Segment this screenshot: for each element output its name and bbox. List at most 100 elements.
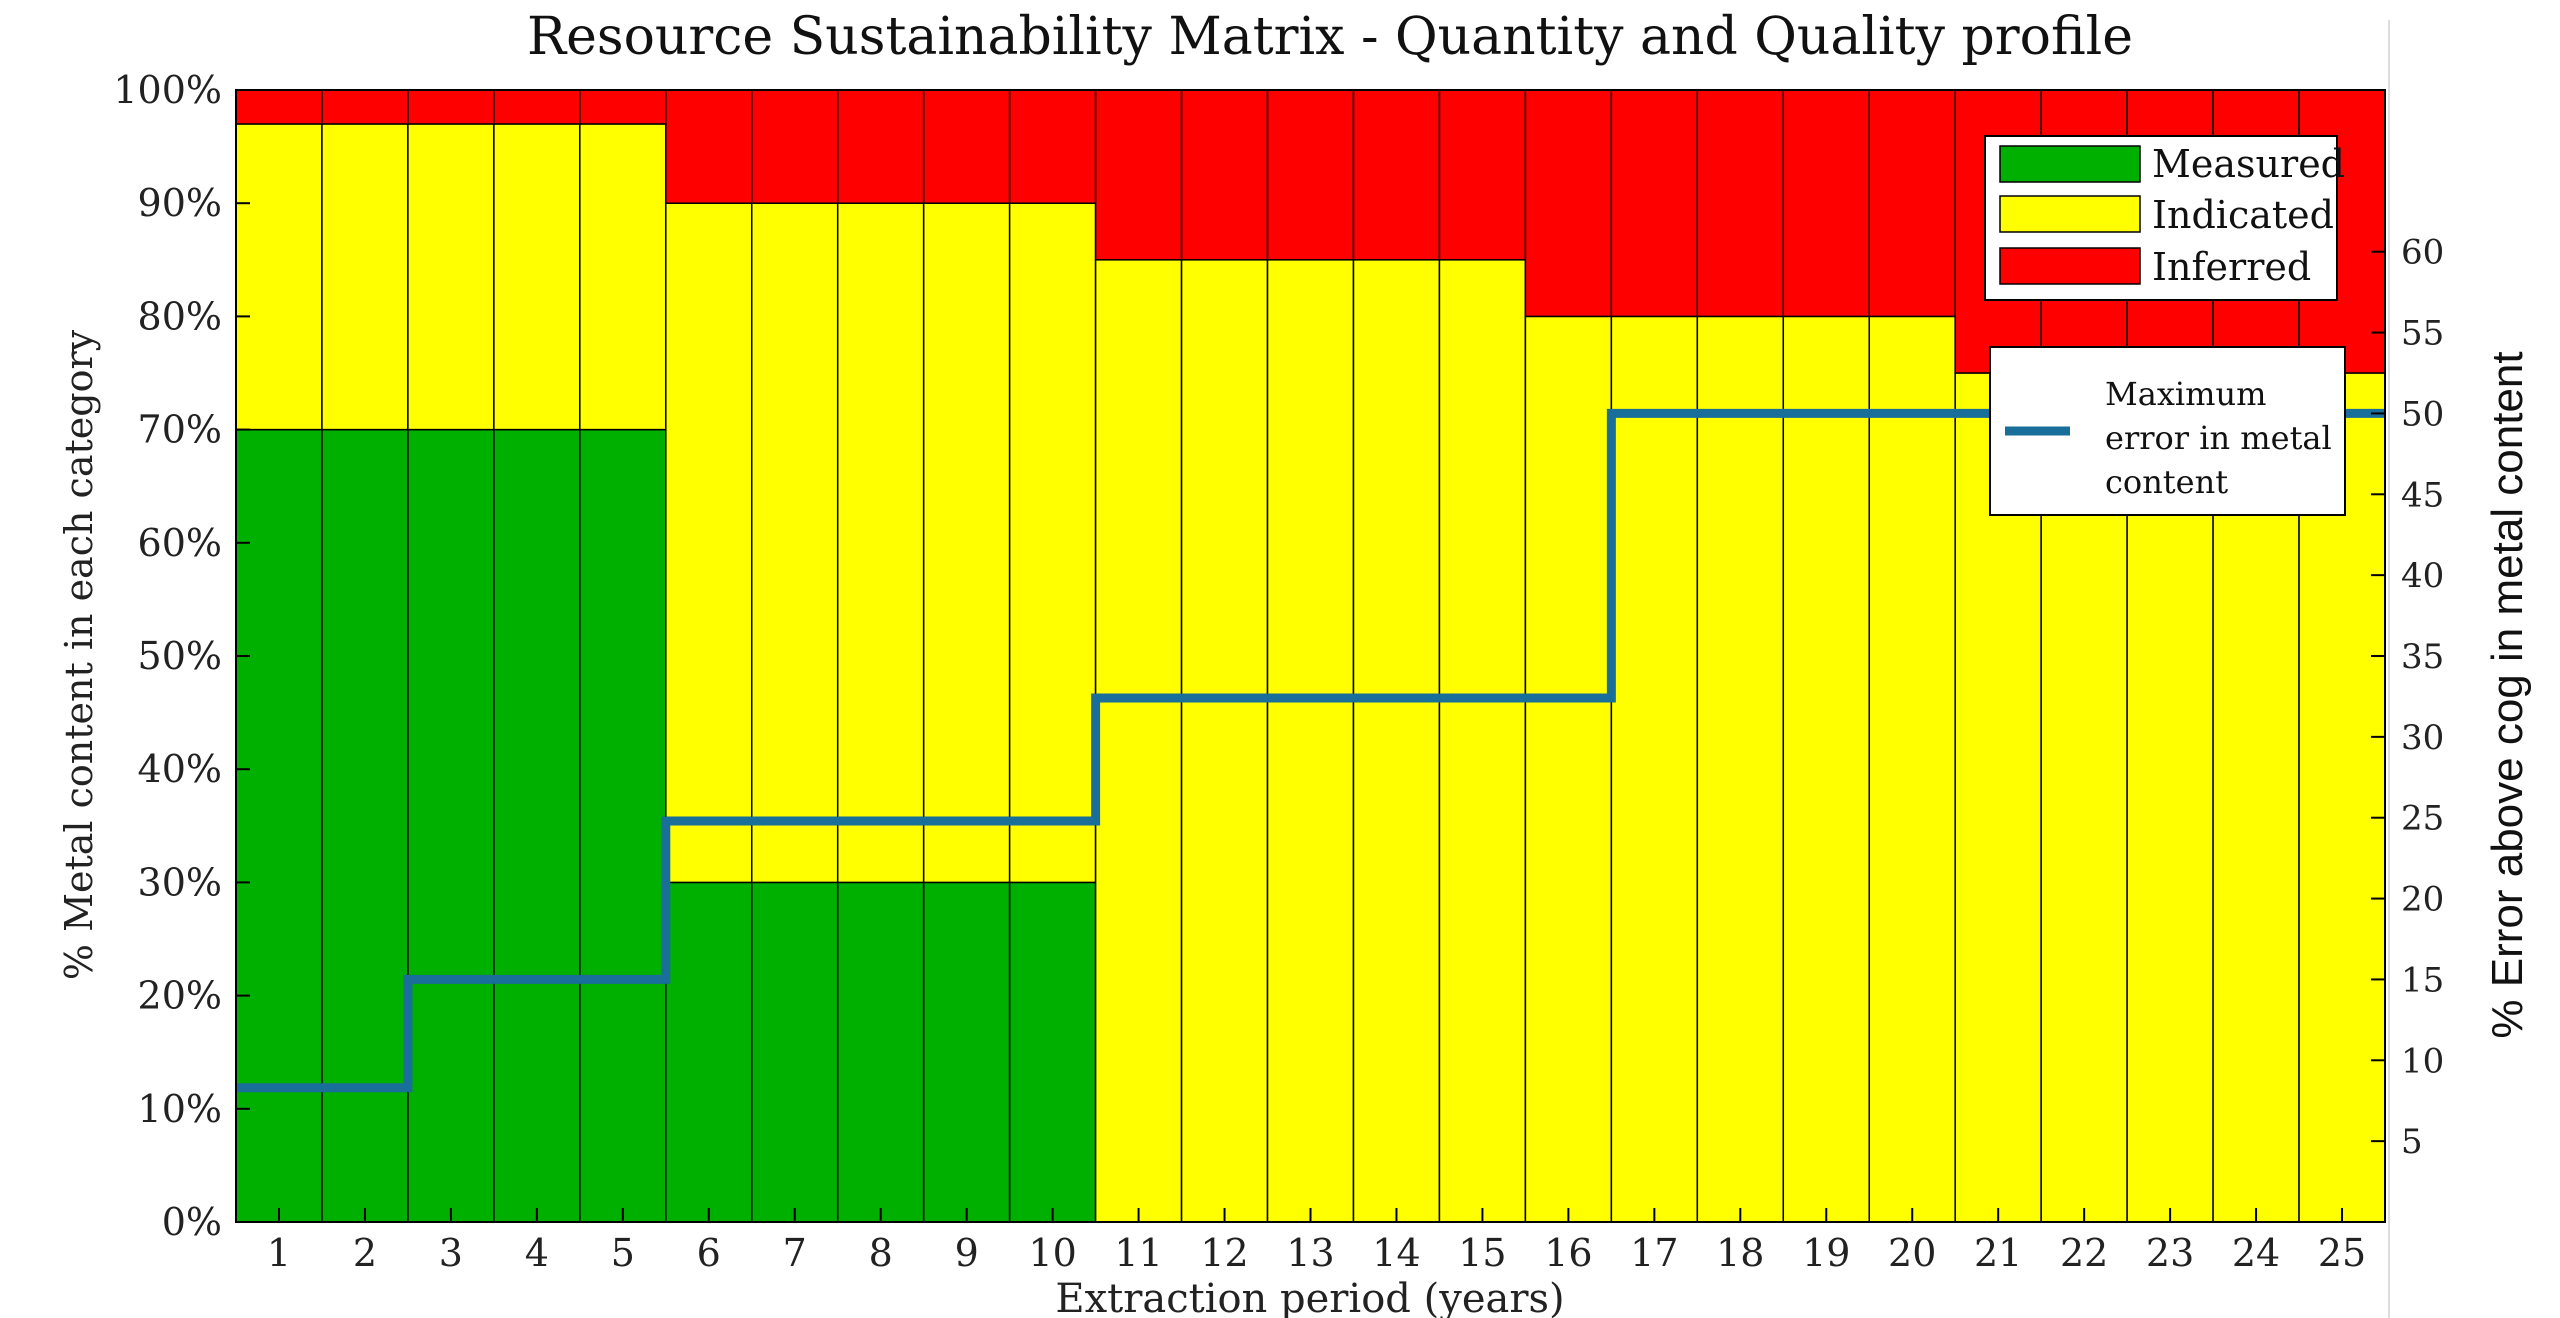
bar-indicated-20 bbox=[1868, 315, 1956, 1223]
bar-indicated-8 bbox=[836, 202, 925, 884]
x-tick-label: 12 bbox=[1200, 1231, 1248, 1275]
x-tick-label: 6 bbox=[697, 1231, 721, 1275]
x-tick-label: 18 bbox=[1716, 1231, 1764, 1275]
x-tick-label: 5 bbox=[611, 1231, 635, 1275]
line-legend: Maximum error in metal content bbox=[1989, 346, 2346, 516]
bar-inferred-7 bbox=[751, 89, 839, 204]
bar-indicated-16 bbox=[1524, 315, 1613, 1223]
y-tick-label: 50% bbox=[138, 634, 222, 678]
x-tick-label: 23 bbox=[2146, 1231, 2194, 1275]
stacked-bars bbox=[235, 89, 2386, 1223]
y-tick-label: 40% bbox=[138, 747, 222, 791]
x-tick-label: 9 bbox=[955, 1231, 979, 1275]
error-line-layer bbox=[236, 408, 2385, 1093]
x-tick-label: 11 bbox=[1114, 1231, 1162, 1275]
legend-swatch-inferred bbox=[1999, 247, 2141, 285]
category-legend: Measured Indicated Inferred bbox=[1984, 135, 2345, 301]
y-tick-label: 100% bbox=[113, 68, 222, 112]
y-right-tick-label: 50 bbox=[2401, 394, 2444, 434]
y-right-tick-label: 35 bbox=[2401, 637, 2444, 677]
y-tick-label: 70% bbox=[138, 408, 222, 452]
x-tick-label: 22 bbox=[2060, 1231, 2108, 1275]
line-legend-label-2: error in metal bbox=[2105, 419, 2332, 457]
bar-measured-9 bbox=[922, 881, 1011, 1223]
bar-inferred-19 bbox=[1782, 89, 1870, 318]
bar-indicated-17 bbox=[1610, 315, 1699, 1223]
bar-indicated-1 bbox=[235, 123, 323, 431]
bar-indicated-19 bbox=[1782, 315, 1870, 1223]
bar-measured-6 bbox=[665, 881, 753, 1223]
x-tick-label: 19 bbox=[1802, 1231, 1850, 1275]
x-tick-label: 4 bbox=[525, 1231, 549, 1275]
bar-measured-7 bbox=[751, 881, 839, 1223]
y-right-tick-label: 20 bbox=[2401, 880, 2444, 920]
x-tick-label: 7 bbox=[783, 1231, 807, 1275]
bar-indicated-18 bbox=[1696, 315, 1785, 1223]
y-right-tick-label: 15 bbox=[2401, 960, 2444, 1000]
bar-inferred-2 bbox=[321, 89, 409, 125]
bar-inferred-4 bbox=[493, 89, 581, 125]
bar-indicated-2 bbox=[321, 123, 409, 431]
y-tick-label: 10% bbox=[138, 1087, 222, 1131]
x-axis-label: Extraction period (years) bbox=[1055, 1276, 1564, 1318]
axes: 0%10%20%30%40%50%60%70%80%90%100%5101520… bbox=[113, 20, 2444, 1318]
x-tick-label: 21 bbox=[1974, 1231, 2022, 1275]
bar-inferred-15 bbox=[1438, 89, 1527, 261]
bar-inferred-6 bbox=[665, 89, 753, 204]
y-right-tick-label: 25 bbox=[2401, 799, 2444, 839]
x-tick-label: 8 bbox=[869, 1231, 893, 1275]
y-tick-label: 90% bbox=[138, 181, 222, 225]
y-tick-label: 20% bbox=[138, 974, 222, 1018]
bar-indicated-11 bbox=[1094, 259, 1183, 1223]
y-axis-right-label: % Error above cog in metal content bbox=[2483, 351, 2532, 1038]
x-tick-label: 20 bbox=[1888, 1231, 1936, 1275]
bar-inferred-13 bbox=[1266, 89, 1355, 261]
bar-indicated-10 bbox=[1008, 202, 1097, 884]
bar-measured-10 bbox=[1008, 881, 1097, 1223]
legend-swatch-indicated bbox=[1999, 195, 2141, 233]
bar-indicated-4 bbox=[493, 123, 581, 431]
x-tick-label: 25 bbox=[2318, 1231, 2366, 1275]
legend-label-indicated: Indicated bbox=[2152, 193, 2334, 237]
legend-label-measured: Measured bbox=[2152, 142, 2345, 186]
y-right-tick-label: 55 bbox=[2401, 314, 2444, 354]
x-tick-label: 2 bbox=[353, 1231, 377, 1275]
bar-indicated-13 bbox=[1266, 259, 1355, 1223]
chart-title: Resource Sustainability Matrix - Quantit… bbox=[527, 7, 2133, 67]
y-right-tick-label: 30 bbox=[2401, 718, 2444, 758]
y-right-tick-label: 40 bbox=[2401, 556, 2444, 596]
x-tick-label: 16 bbox=[1544, 1231, 1592, 1275]
x-tick-label: 24 bbox=[2232, 1231, 2280, 1275]
y-tick-label: 0% bbox=[162, 1200, 222, 1244]
x-tick-label: 14 bbox=[1372, 1231, 1420, 1275]
x-tick-label: 17 bbox=[1630, 1231, 1678, 1275]
bar-indicated-12 bbox=[1180, 259, 1269, 1223]
bar-inferred-1 bbox=[235, 89, 323, 125]
y-axis-label: % Metal content in each category bbox=[57, 329, 101, 980]
bar-measured-1 bbox=[235, 428, 323, 1223]
bar-inferred-9 bbox=[922, 89, 1011, 204]
bar-measured-4 bbox=[493, 428, 581, 1223]
x-tick-label: 15 bbox=[1458, 1231, 1506, 1275]
y-right-tick-label: 10 bbox=[2401, 1041, 2444, 1081]
bar-inferred-18 bbox=[1696, 89, 1785, 318]
bar-inferred-10 bbox=[1008, 89, 1097, 204]
bar-measured-3 bbox=[407, 428, 495, 1223]
x-tick-label: 10 bbox=[1028, 1231, 1076, 1275]
y-tick-label: 30% bbox=[138, 860, 222, 904]
bar-inferred-20 bbox=[1868, 89, 1956, 318]
x-tick-label: 3 bbox=[439, 1231, 463, 1275]
bar-inferred-8 bbox=[836, 89, 925, 204]
y-right-tick-label: 45 bbox=[2401, 475, 2444, 515]
bar-indicated-14 bbox=[1352, 259, 1441, 1223]
line-legend-label-1: Maximum bbox=[2105, 375, 2266, 413]
bar-indicated-6 bbox=[665, 202, 753, 884]
bar-inferred-5 bbox=[579, 89, 667, 125]
bar-indicated-15 bbox=[1438, 259, 1527, 1223]
bar-inferred-14 bbox=[1352, 89, 1441, 261]
y-right-tick-label: 5 bbox=[2401, 1122, 2423, 1162]
y-tick-label: 60% bbox=[138, 521, 222, 565]
y-right-tick-label: 60 bbox=[2401, 233, 2444, 273]
bar-inferred-17 bbox=[1610, 89, 1699, 318]
